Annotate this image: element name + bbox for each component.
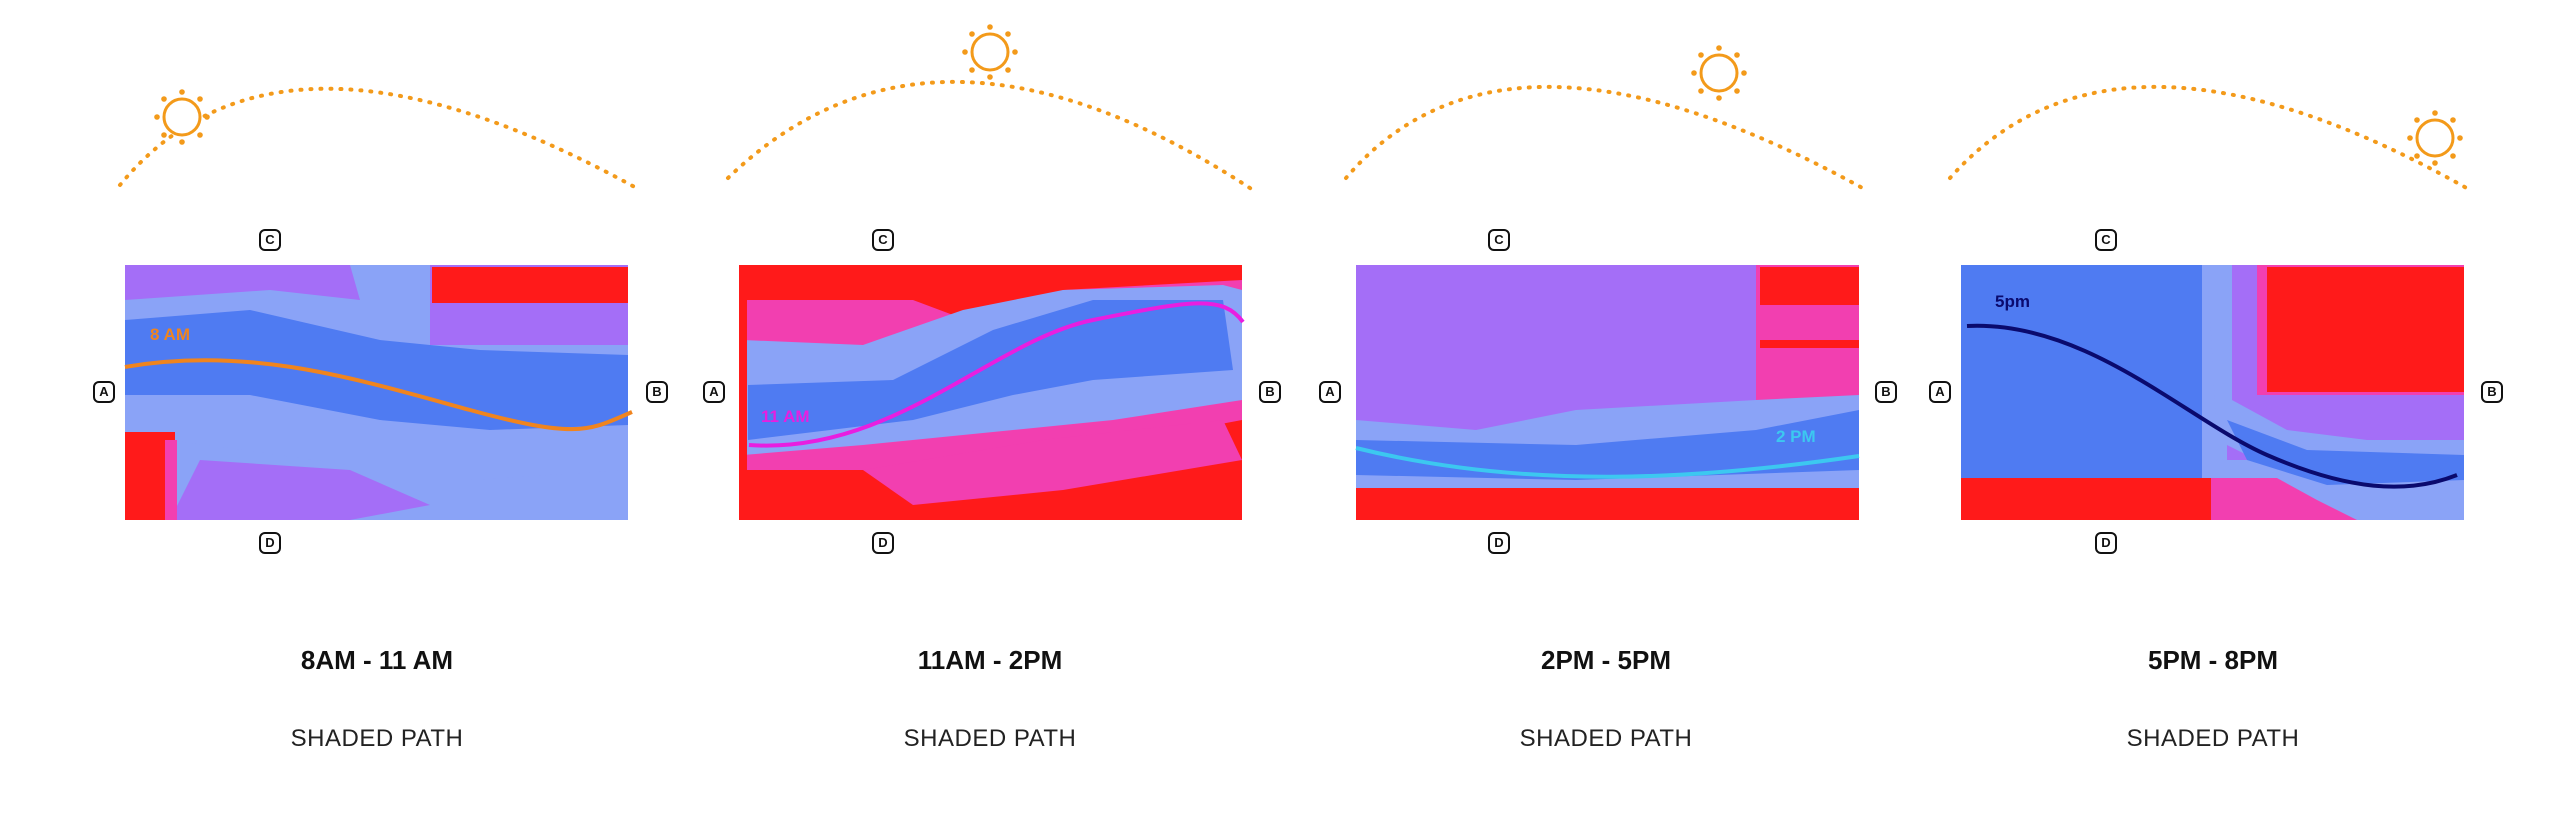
shade-map: [1961, 265, 2464, 520]
node-b: B: [1259, 381, 1281, 403]
node-c: C: [872, 229, 894, 251]
caption: SHADED PATH: [2126, 725, 2300, 752]
node-b: B: [646, 381, 668, 403]
shade-map: [739, 265, 1242, 520]
sun-icon: [2407, 110, 2463, 166]
sun-arc: [118, 86, 642, 192]
node-a: A: [703, 381, 725, 403]
time-range-title: 11AM - 2PM: [917, 645, 1063, 675]
path-time-label: 5pm: [1995, 292, 2030, 311]
shaded-path-line: [124, 358, 633, 432]
shaded-path-line: [1355, 446, 1860, 479]
node-a: A: [1319, 381, 1341, 403]
node-d: D: [872, 532, 894, 554]
time-range-title: 8AM - 11 AM: [300, 645, 454, 675]
shade-map: [1356, 265, 1859, 520]
node-d: D: [259, 532, 281, 554]
shaded-path-line: [748, 301, 1245, 448]
node-c: C: [259, 229, 281, 251]
sun-arc: [1948, 84, 2472, 192]
path-time-label: 8 AM: [150, 325, 190, 344]
sun-arc: [1344, 84, 1868, 192]
node-a: A: [93, 381, 115, 403]
sun-icon: [962, 24, 1018, 80]
sun-icon: [154, 89, 210, 145]
sun-icon: [1691, 45, 1747, 101]
caption: SHADED PATH: [903, 725, 1077, 752]
node-b: B: [1875, 381, 1897, 403]
node-d: D: [1488, 532, 1510, 554]
node-c: C: [2095, 229, 2117, 251]
time-range-title: 2PM - 5PM: [1540, 645, 1672, 675]
panel-5pm: 5pm C A B D 5PM - 8PM SHADED PATH: [1887, 0, 2527, 830]
path-time-label: 11 AM: [761, 407, 810, 426]
panel-11am-graphic: 11 AM: [726, 24, 1255, 520]
caption: SHADED PATH: [1519, 725, 1693, 752]
node-b: B: [2481, 381, 2503, 403]
panel-5pm-graphic: 5pm: [1948, 84, 2472, 520]
panel-2pm: 2 PM C A B D 2PM - 5PM SHADED PATH: [1276, 0, 1916, 830]
path-time-label: 2 PM: [1776, 427, 1816, 446]
node-d: D: [2095, 532, 2117, 554]
time-range-title: 5PM - 8PM: [2147, 645, 2279, 675]
panel-8am: 8 AM C A B D 8AM - 11 AM SHADED PATH: [50, 0, 690, 830]
node-c: C: [1488, 229, 1510, 251]
sun-arc: [726, 79, 1255, 192]
panel-11am: 11 AM C A B D 11AM - 2PM SHADED PATH: [663, 0, 1303, 830]
caption: SHADED PATH: [290, 725, 464, 752]
shade-map: [125, 265, 628, 520]
node-a: A: [1929, 381, 1951, 403]
shaded-path-line: [1966, 323, 2458, 489]
panel-2pm-graphic: 2 PM: [1344, 45, 1868, 520]
panel-8am-graphic: 8 AM: [118, 86, 642, 520]
